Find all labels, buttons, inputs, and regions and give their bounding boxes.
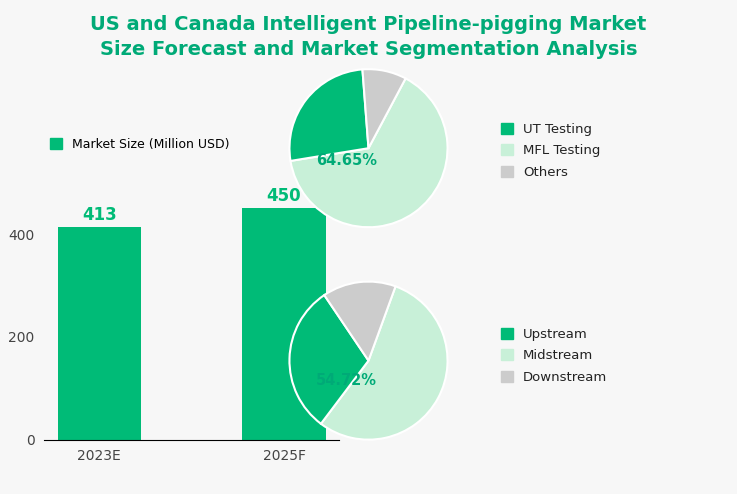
Wedge shape	[363, 69, 405, 148]
Text: 413: 413	[82, 206, 116, 224]
Bar	[242, 208, 326, 440]
Legend: UT Testing, MFL Testing, Others: UT Testing, MFL Testing, Others	[497, 119, 604, 183]
Text: 64.65%: 64.65%	[316, 153, 377, 167]
Wedge shape	[324, 282, 396, 361]
Wedge shape	[321, 287, 447, 440]
Wedge shape	[290, 79, 447, 227]
Bar	[57, 227, 141, 440]
Legend: Market Size (Million USD): Market Size (Million USD)	[44, 132, 234, 156]
Wedge shape	[290, 69, 368, 161]
Text: 450: 450	[267, 187, 301, 206]
Legend: Upstream, Midstream, Downstream: Upstream, Midstream, Downstream	[497, 324, 611, 388]
Text: US and Canada Intelligent Pipeline-pigging Market
Size Forecast and Market Segme: US and Canada Intelligent Pipeline-piggi…	[91, 15, 646, 59]
Text: 54.72%: 54.72%	[316, 373, 377, 388]
Wedge shape	[290, 295, 368, 424]
